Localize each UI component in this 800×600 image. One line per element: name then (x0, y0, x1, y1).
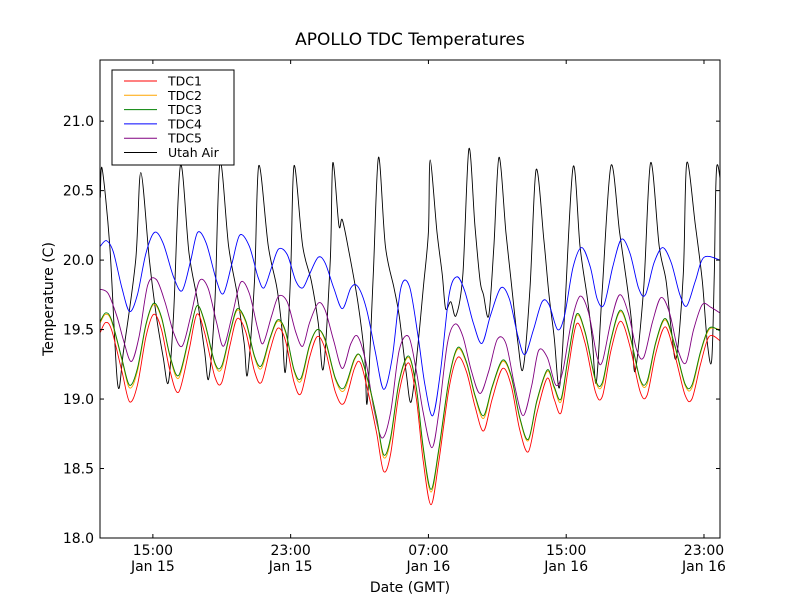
x-tick-label: 23:00 (270, 543, 310, 559)
y-tick-label: 20.0 (63, 253, 94, 269)
x-tick-label: Jan 16 (681, 559, 726, 575)
y-tick-label: 19.0 (63, 392, 94, 408)
x-tick-label: Jan 16 (543, 559, 588, 575)
series-line-tdc3 (100, 302, 720, 490)
series-layer (100, 148, 720, 506)
legend-label: TDC4 (167, 116, 202, 131)
x-tick-label: Jan 16 (405, 559, 450, 575)
x-tick-label: Jan 15 (268, 559, 313, 575)
x-tick-label: 07:00 (408, 543, 448, 559)
y-tick-label: 20.5 (63, 184, 94, 200)
series-line-tdc1 (100, 313, 720, 506)
y-tick-label: 18.0 (63, 531, 94, 547)
series-line-tdc4 (100, 231, 720, 417)
y-axis: 18.0 18.5 19.0 19.5 20.0 20.5 21.0 (63, 114, 720, 547)
y-tick-label: 19.5 (63, 323, 94, 339)
legend-label: TDC3 (167, 102, 202, 117)
y-tick-label: 18.5 (63, 462, 94, 478)
x-tick-label: 23:00 (684, 543, 724, 559)
legend-label: TDC5 (167, 131, 202, 146)
series-line-tdc5 (100, 277, 720, 449)
legend-label: TDC2 (167, 88, 202, 103)
legend-box (111, 69, 235, 166)
x-tick-label: 15:00 (546, 543, 586, 559)
y-tick-label: 21.0 (63, 114, 94, 130)
x-axis-label: Date (GMT) (370, 580, 450, 596)
plot-frame (99, 59, 721, 539)
chart-title: APOLLO TDC Temperatures (295, 30, 525, 50)
legend-label: Utah Air (168, 145, 220, 160)
x-tick-label: 15:00 (133, 543, 173, 559)
x-tick-label: Jan 15 (130, 559, 175, 575)
legend-label: TDC1 (167, 74, 202, 89)
y-axis-label: Temperature (C) (41, 242, 57, 357)
